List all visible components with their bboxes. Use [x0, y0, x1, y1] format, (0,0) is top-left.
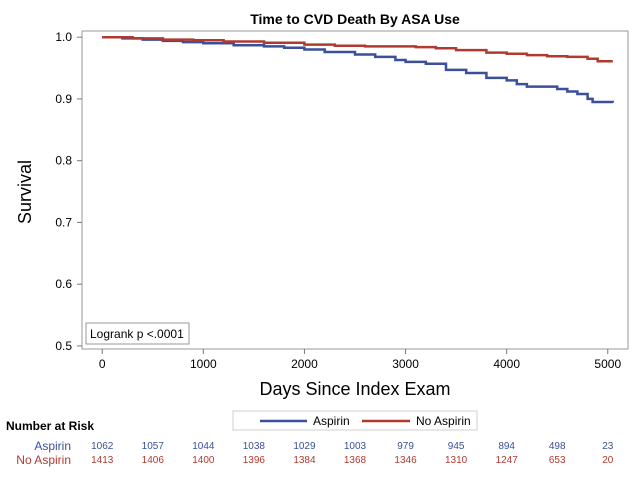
risk-value: 1368: [344, 455, 367, 466]
x-tick-label: 0: [99, 357, 106, 371]
risk-table-values: 1062 1057 1044 1038 1029 1003 979 945 894 498 23 14…: [91, 441, 614, 466]
risk-value: 498: [549, 441, 566, 452]
risk-value: 1247: [496, 455, 519, 466]
risk-row-label-aspirin: Aspirin: [34, 439, 71, 453]
y-tick-label: 0.9: [55, 92, 72, 106]
risk-row-label-no-aspirin: No Aspirin: [16, 453, 71, 467]
x-axis-title: Days Since Index Exam: [259, 379, 450, 399]
risk-value: 653: [549, 455, 566, 466]
risk-value: 1396: [243, 455, 266, 466]
chart-title: Time to CVD Death By ASA Use: [250, 11, 460, 27]
series-line-aspirin: [102, 35, 615, 104]
risk-value: 1029: [293, 441, 316, 452]
legend: Aspirin No Aspirin: [232, 410, 478, 431]
legend-label-no-aspirin: No Aspirin: [416, 414, 471, 428]
risk-value: 23: [602, 441, 614, 452]
risk-value: 1038: [243, 441, 266, 452]
series-line-no-aspirin: [102, 35, 613, 63]
risk-value: 1400: [192, 455, 215, 466]
x-tick-label: 5000: [594, 357, 621, 371]
y-tick-label: 0.6: [55, 277, 72, 291]
y-axis: 0.5 0.6 0.7 0.8 0.9 1.0: [55, 30, 82, 353]
risk-value: 894: [498, 441, 515, 452]
risk-value: 1413: [91, 455, 114, 466]
risk-value: 945: [448, 441, 465, 452]
risk-value: 1310: [445, 455, 468, 466]
risk-value: 1062: [91, 441, 114, 452]
x-tick-label: 4000: [493, 357, 520, 371]
logrank-text: Logrank p <.0001: [90, 327, 184, 341]
y-tick-label: 0.7: [55, 215, 72, 229]
risk-value: 1346: [394, 455, 417, 466]
series-lines: [102, 35, 615, 104]
risk-value: 1384: [293, 455, 316, 466]
y-tick-label: 0.8: [55, 154, 72, 168]
risk-value: 1044: [192, 441, 215, 452]
risk-table-header: Number at Risk: [6, 419, 94, 433]
risk-value: 979: [397, 441, 414, 452]
x-tick-label: 3000: [392, 357, 419, 371]
risk-value: 1406: [142, 455, 165, 466]
plot-area: [81, 30, 629, 350]
risk-value: 1003: [344, 441, 367, 452]
x-tick-label: 2000: [291, 357, 318, 371]
y-tick-label: 0.5: [55, 339, 72, 353]
risk-value: 20: [602, 455, 614, 466]
y-axis-title: Survival: [15, 160, 35, 224]
risk-value: 1057: [142, 441, 165, 452]
x-tick-label: 1000: [190, 357, 217, 371]
logrank-annotation: Logrank p <.0001: [85, 322, 190, 345]
legend-label-aspirin: Aspirin: [313, 414, 350, 428]
y-tick-label: 1.0: [55, 30, 72, 44]
x-axis: 0 1000 2000 3000 4000 5000: [99, 349, 621, 371]
